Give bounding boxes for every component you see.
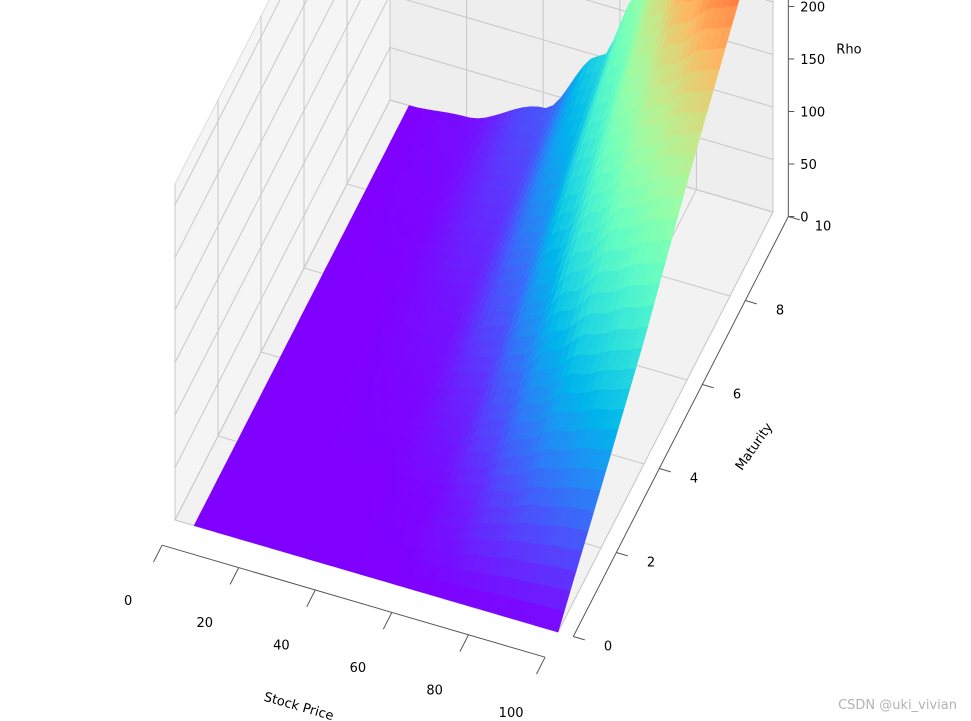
x-tick-label-100: 100 bbox=[499, 706, 524, 721]
y-tick-4 bbox=[659, 468, 671, 473]
x-tick-60 bbox=[382, 612, 393, 630]
y-tick-10 bbox=[788, 216, 800, 221]
x-tick-40 bbox=[306, 589, 316, 608]
x-tick-label-40: 40 bbox=[273, 639, 290, 654]
x-tick-80 bbox=[459, 634, 469, 652]
x-tick-label-20: 20 bbox=[197, 616, 214, 631]
x-tick-label-80: 80 bbox=[426, 683, 443, 698]
grid-z-300 bbox=[174, 0, 281, 206]
x-tick-label-60: 60 bbox=[350, 661, 367, 676]
x-tick-20 bbox=[229, 567, 240, 585]
x-tick-100 bbox=[536, 656, 546, 675]
z-axis-label: Rho bbox=[836, 43, 861, 58]
tick-labels: 0204060801000246810050100150200250300 bbox=[124, 1, 832, 721]
grid-z-250 bbox=[174, 0, 308, 258]
axis-lines bbox=[161, 0, 789, 658]
y-tick-2 bbox=[616, 552, 628, 557]
y-tick-0 bbox=[573, 636, 585, 641]
z-tick-label-150: 150 bbox=[800, 53, 825, 68]
y-tick-label-10: 10 bbox=[815, 219, 832, 234]
watermark: CSDN @uki_vivian bbox=[838, 698, 957, 713]
grid-z-200 bbox=[174, 0, 774, 311]
y-tick-label-2: 2 bbox=[647, 555, 655, 570]
z-tick-label-200: 200 bbox=[800, 1, 825, 16]
rho-surface bbox=[193, 0, 740, 633]
y-tick-label-6: 6 bbox=[733, 387, 741, 402]
z-tick-label-0: 0 bbox=[800, 211, 808, 226]
y-tick-label-8: 8 bbox=[776, 303, 784, 318]
surface-cell-47-0 bbox=[550, 609, 565, 633]
y-tick-6 bbox=[702, 384, 714, 389]
x-axis-line bbox=[161, 544, 546, 658]
y-axis-line bbox=[572, 216, 789, 637]
x-tick-0 bbox=[153, 544, 163, 563]
z-tick-label-100: 100 bbox=[800, 106, 825, 121]
x-tick-label-0: 0 bbox=[124, 594, 132, 609]
z-tick-label-50: 50 bbox=[800, 158, 817, 173]
y-tick-8 bbox=[745, 300, 757, 305]
y-axis-label: Maturity bbox=[733, 420, 777, 473]
y-tick-label-0: 0 bbox=[604, 639, 612, 654]
y-tick-label-4: 4 bbox=[690, 471, 698, 486]
x-axis-label: Stock Price bbox=[262, 690, 335, 721]
